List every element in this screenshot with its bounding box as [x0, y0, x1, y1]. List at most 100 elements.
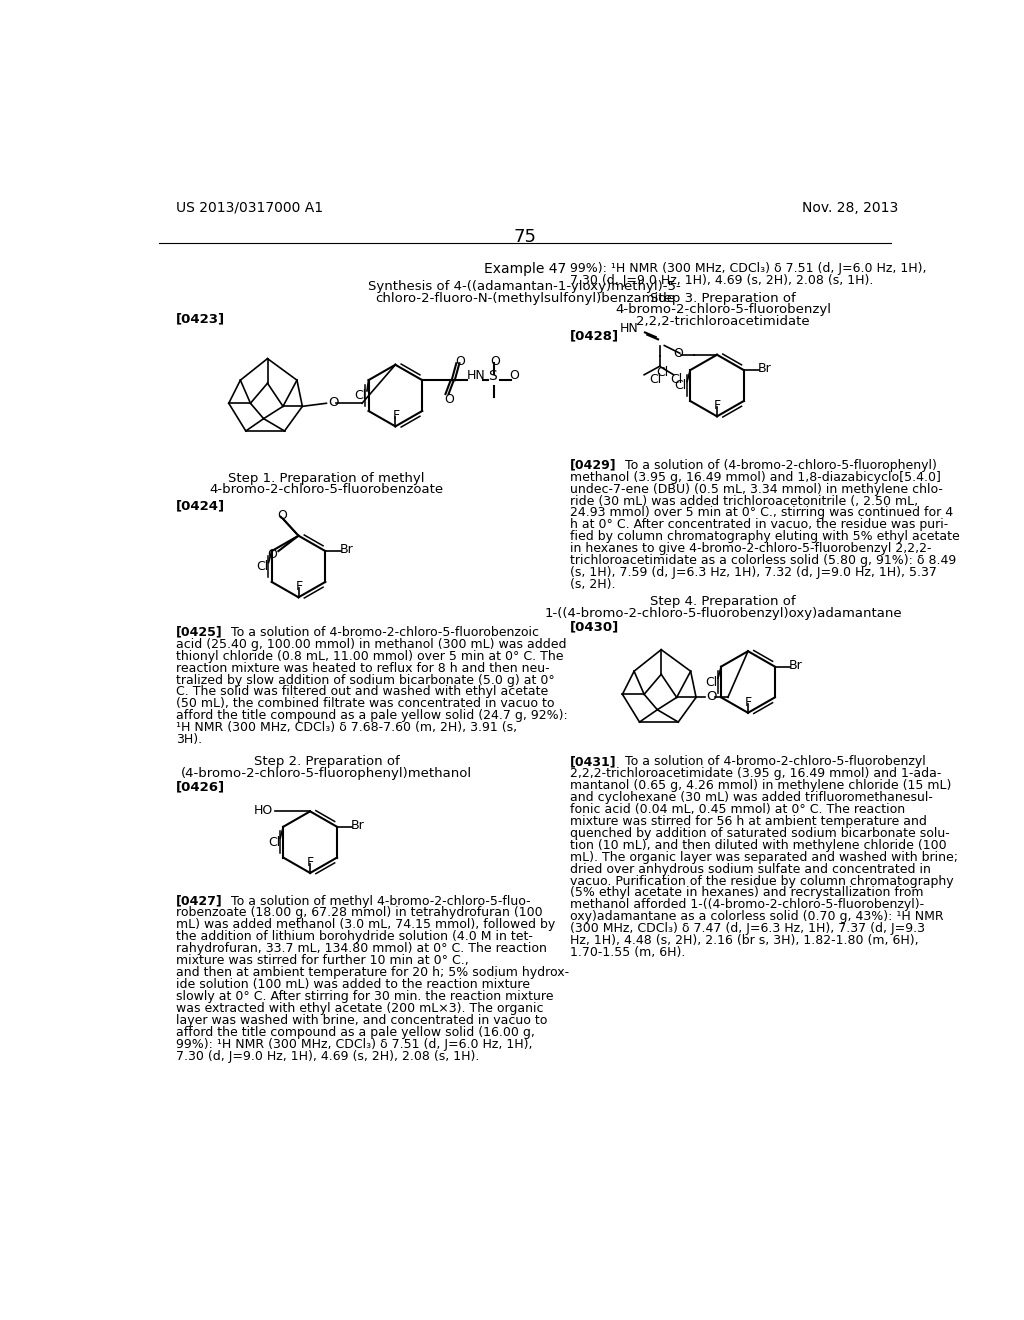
Text: [0428]: [0428]: [569, 330, 618, 342]
Text: To a solution of (4-bromo-2-chloro-5-fluorophenyl): To a solution of (4-bromo-2-chloro-5-flu…: [613, 459, 937, 471]
Text: trichloroacetimidate as a colorless solid (5.80 g, 91%): δ 8.49: trichloroacetimidate as a colorless soli…: [569, 554, 956, 568]
Text: C. The solid was filtered out and washed with ethyl acetate: C. The solid was filtered out and washed…: [176, 685, 548, 698]
Text: O: O: [509, 370, 519, 383]
Text: [0427]: [0427]: [176, 895, 223, 908]
Text: [0424]: [0424]: [176, 499, 225, 512]
Text: S: S: [488, 370, 497, 383]
Text: [0426]: [0426]: [176, 780, 225, 793]
Text: Br: Br: [339, 544, 353, 557]
Text: ¹H NMR (300 MHz, CDCl₃) δ 7.68-7.60 (m, 2H), 3.91 (s,: ¹H NMR (300 MHz, CDCl₃) δ 7.68-7.60 (m, …: [176, 721, 517, 734]
Text: Synthesis of 4-((adamantan-1-yloxy)methyl)-5-: Synthesis of 4-((adamantan-1-yloxy)methy…: [369, 280, 681, 293]
Text: mL) was added methanol (3.0 mL, 74.15 mmol), followed by: mL) was added methanol (3.0 mL, 74.15 mm…: [176, 919, 555, 932]
Text: acid (25.40 g, 100.00 mmol) in methanol (300 mL) was added: acid (25.40 g, 100.00 mmol) in methanol …: [176, 638, 566, 651]
Text: afford the title compound as a pale yellow solid (16.00 g,: afford the title compound as a pale yell…: [176, 1026, 535, 1039]
Text: F: F: [307, 855, 314, 869]
Text: Br: Br: [758, 363, 771, 375]
Text: [0431]: [0431]: [569, 755, 616, 768]
Text: layer was washed with brine, and concentrated in vacuo to: layer was washed with brine, and concent…: [176, 1014, 548, 1027]
Text: methanol afforded 1-((4-bromo-2-chloro-5-fluorobenzyl)-: methanol afforded 1-((4-bromo-2-chloro-5…: [569, 899, 924, 911]
Text: tralized by slow addition of sodium bicarbonate (5.0 g) at 0°: tralized by slow addition of sodium bica…: [176, 673, 555, 686]
Text: To a solution of 4-bromo-2-chloro-5-fluorobenzyl: To a solution of 4-bromo-2-chloro-5-fluo…: [613, 755, 926, 768]
Text: 75: 75: [513, 227, 537, 246]
Text: reaction mixture was heated to reflux for 8 h and then neu-: reaction mixture was heated to reflux fo…: [176, 661, 550, 675]
Text: robenzoate (18.00 g, 67.28 mmol) in tetrahydrofuran (100: robenzoate (18.00 g, 67.28 mmol) in tetr…: [176, 907, 543, 920]
Text: and cyclohexane (30 mL) was added trifluoromethanesul-: and cyclohexane (30 mL) was added triflu…: [569, 791, 933, 804]
Text: To a solution of 4-bromo-2-chloro-5-fluorobenzoic: To a solution of 4-bromo-2-chloro-5-fluo…: [219, 626, 540, 639]
Text: undec-7-ene (DBU) (0.5 mL, 3.34 mmol) in methylene chlo-: undec-7-ene (DBU) (0.5 mL, 3.34 mmol) in…: [569, 483, 943, 495]
Text: 4-bromo-2-chloro-5-fluorobenzoate: 4-bromo-2-chloro-5-fluorobenzoate: [209, 483, 443, 496]
Text: O: O: [490, 355, 501, 368]
Text: O: O: [328, 396, 339, 409]
Text: tion (10 mL), and then diluted with methylene chloride (100: tion (10 mL), and then diluted with meth…: [569, 838, 946, 851]
Text: dried over anhydrous sodium sulfate and concentrated in: dried over anhydrous sodium sulfate and …: [569, 862, 931, 875]
Text: [0423]: [0423]: [176, 313, 225, 326]
Text: Cl: Cl: [671, 374, 683, 387]
Text: chloro-2-fluoro-N-(methylsulfonyl)benzamide: chloro-2-fluoro-N-(methylsulfonyl)benzam…: [375, 293, 675, 305]
Text: 3H).: 3H).: [176, 733, 202, 746]
Text: the addition of lithium borohydride solution (4.0 M in tet-: the addition of lithium borohydride solu…: [176, 931, 532, 944]
Text: O: O: [276, 508, 287, 521]
Text: slowly at 0° C. After stirring for 30 min. the reaction mixture: slowly at 0° C. After stirring for 30 mi…: [176, 990, 554, 1003]
Text: and then at ambient temperature for 20 h; 5% sodium hydrox-: and then at ambient temperature for 20 h…: [176, 966, 569, 979]
Text: Cl: Cl: [256, 560, 268, 573]
Text: in hexanes to give 4-bromo-2-chloro-5-fluorobenzyl 2,2,2-: in hexanes to give 4-bromo-2-chloro-5-fl…: [569, 543, 931, 556]
Text: quenched by addition of saturated sodium bicarbonate solu-: quenched by addition of saturated sodium…: [569, 826, 949, 840]
Text: Step 4. Preparation of: Step 4. Preparation of: [650, 595, 796, 609]
Text: Cl: Cl: [268, 836, 280, 849]
Text: Cl: Cl: [354, 389, 367, 403]
Text: 1.70-1.55 (m, 6H).: 1.70-1.55 (m, 6H).: [569, 946, 685, 960]
Text: Step 3. Preparation of: Step 3. Preparation of: [650, 292, 796, 305]
Text: Cl: Cl: [649, 374, 662, 387]
Text: F: F: [295, 581, 302, 594]
Text: mantanol (0.65 g, 4.26 mmol) in methylene chloride (15 mL): mantanol (0.65 g, 4.26 mmol) in methylen…: [569, 779, 951, 792]
Text: Nov. 28, 2013: Nov. 28, 2013: [802, 201, 898, 215]
Text: 4-bromo-2-chloro-5-fluorobenzyl: 4-bromo-2-chloro-5-fluorobenzyl: [615, 304, 831, 317]
Text: F: F: [744, 696, 752, 709]
Text: Br: Br: [351, 818, 365, 832]
Text: (4-bromo-2-chloro-5-fluorophenyl)methanol: (4-bromo-2-chloro-5-fluorophenyl)methano…: [181, 767, 472, 780]
Text: Hz, 1H), 4.48 (s, 2H), 2.16 (br s, 3H), 1.82-1.80 (m, 6H),: Hz, 1H), 4.48 (s, 2H), 2.16 (br s, 3H), …: [569, 935, 919, 948]
Text: 99%): ¹H NMR (300 MHz, CDCl₃) δ 7.51 (d, J=6.0 Hz, 1H),: 99%): ¹H NMR (300 MHz, CDCl₃) δ 7.51 (d,…: [569, 263, 927, 276]
Text: US 2013/0317000 A1: US 2013/0317000 A1: [176, 201, 324, 215]
Text: afford the title compound as a pale yellow solid (24.7 g, 92%):: afford the title compound as a pale yell…: [176, 709, 567, 722]
Text: 1-((4-bromo-2-chloro-5-fluorobenzyl)oxy)adamantane: 1-((4-bromo-2-chloro-5-fluorobenzyl)oxy)…: [545, 607, 902, 619]
Text: F: F: [714, 400, 721, 412]
Text: (s, 2H).: (s, 2H).: [569, 578, 615, 591]
Text: thionyl chloride (0.8 mL, 11.00 mmol) over 5 min at 0° C. The: thionyl chloride (0.8 mL, 11.00 mmol) ov…: [176, 649, 563, 663]
Text: Cl: Cl: [656, 367, 669, 379]
Text: (50 mL), the combined filtrate was concentrated in vacuo to: (50 mL), the combined filtrate was conce…: [176, 697, 555, 710]
Text: oxy)adamantane as a colorless solid (0.70 g, 43%): ¹H NMR: oxy)adamantane as a colorless solid (0.7…: [569, 911, 943, 923]
Text: O: O: [673, 347, 683, 360]
Text: O: O: [707, 690, 717, 704]
Text: HN: HN: [620, 322, 638, 335]
Text: ride (30 mL) was added trichloroacetonitrile (, 2.50 mL,: ride (30 mL) was added trichloroacetonit…: [569, 495, 918, 507]
Text: 2,2,2-trichloroacetimidate (3.95 g, 16.49 mmol) and 1-ada-: 2,2,2-trichloroacetimidate (3.95 g, 16.4…: [569, 767, 941, 780]
Text: 99%): ¹H NMR (300 MHz, CDCl₃) δ 7.51 (d, J=6.0 Hz, 1H),: 99%): ¹H NMR (300 MHz, CDCl₃) δ 7.51 (d,…: [176, 1038, 532, 1051]
Text: 7.30 (d, J=9.0 Hz, 1H), 4.69 (s, 2H), 2.08 (s, 1H).: 7.30 (d, J=9.0 Hz, 1H), 4.69 (s, 2H), 2.…: [569, 275, 873, 286]
Text: 24.93 mmol) over 5 min at 0° C., stirring was continued for 4: 24.93 mmol) over 5 min at 0° C., stirrin…: [569, 507, 953, 520]
Text: 2,2,2-trichloroacetimidate: 2,2,2-trichloroacetimidate: [636, 314, 810, 327]
Text: was extracted with ethyl acetate (200 mL×3). The organic: was extracted with ethyl acetate (200 mL…: [176, 1002, 544, 1015]
Text: (s, 1H), 7.59 (d, J=6.3 Hz, 1H), 7.32 (d, J=9.0 Hz, 1H), 5.37: (s, 1H), 7.59 (d, J=6.3 Hz, 1H), 7.32 (d…: [569, 566, 937, 579]
Text: fied by column chromatography eluting with 5% ethyl acetate: fied by column chromatography eluting wi…: [569, 531, 959, 544]
Text: To a solution of methyl 4-bromo-2-chloro-5-fluo-: To a solution of methyl 4-bromo-2-chloro…: [219, 895, 531, 908]
Text: [0430]: [0430]: [569, 620, 618, 634]
Text: rahydrofuran, 33.7 mL, 134.80 mmol) at 0° C. The reaction: rahydrofuran, 33.7 mL, 134.80 mmol) at 0…: [176, 942, 547, 956]
Text: mixture was stirred for further 10 min at 0° C.,: mixture was stirred for further 10 min a…: [176, 954, 469, 968]
Text: mL). The organic layer was separated and washed with brine;: mL). The organic layer was separated and…: [569, 850, 957, 863]
Text: F: F: [392, 409, 399, 421]
Text: (300 MHz, CDCl₃) δ 7.47 (d, J=6.3 Hz, 1H), 7.37 (d, J=9.3: (300 MHz, CDCl₃) δ 7.47 (d, J=6.3 Hz, 1H…: [569, 923, 925, 936]
Text: [0429]: [0429]: [569, 459, 616, 471]
Text: Step 1. Preparation of methyl: Step 1. Preparation of methyl: [228, 471, 425, 484]
Text: fonic acid (0.04 mL, 0.45 mmol) at 0° C. The reaction: fonic acid (0.04 mL, 0.45 mmol) at 0° C.…: [569, 803, 905, 816]
Text: methanol (3.95 g, 16.49 mmol) and 1,8-diazabicyclo[5.4.0]: methanol (3.95 g, 16.49 mmol) and 1,8-di…: [569, 471, 941, 483]
Text: O: O: [456, 355, 466, 368]
Text: Step 2. Preparation of: Step 2. Preparation of: [254, 755, 399, 768]
Text: O: O: [444, 393, 454, 407]
Text: mixture was stirred for 56 h at ambient temperature and: mixture was stirred for 56 h at ambient …: [569, 814, 927, 828]
Text: (5% ethyl acetate in hexanes) and recrystallization from: (5% ethyl acetate in hexanes) and recrys…: [569, 887, 924, 899]
Text: ide solution (100 mL) was added to the reaction mixture: ide solution (100 mL) was added to the r…: [176, 978, 530, 991]
Text: vacuo. Purification of the residue by column chromatography: vacuo. Purification of the residue by co…: [569, 874, 953, 887]
Text: Cl: Cl: [675, 379, 687, 392]
Text: Cl: Cl: [706, 676, 718, 689]
